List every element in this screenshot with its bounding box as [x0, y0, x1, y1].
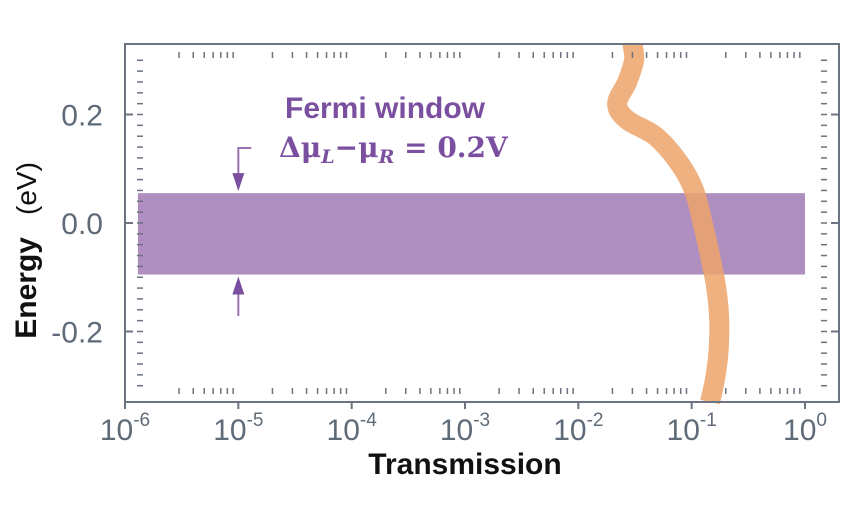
fermi-arrow-top-line — [237, 147, 252, 176]
y-tick-label: -0.2 — [51, 316, 103, 349]
fermi-window-title: Fermi window — [285, 92, 486, 125]
x-axis-title: Transmission — [368, 448, 561, 481]
x-tick-label: 10-3 — [440, 410, 490, 447]
x-axis-ticks: 10-6 10-5 10-4 10-3 10-2 10-1 100 — [100, 402, 827, 447]
x-tick-label: 100 — [783, 410, 827, 447]
fermi-arrow-bottom-head — [232, 276, 245, 295]
x-tick-label: 10-2 — [553, 410, 603, 447]
y-tick-label: 0.0 — [61, 208, 103, 241]
fermi-window-equation: ΔμL−μR = 0.2V — [279, 131, 509, 168]
fermi-window-annotation: Fermi window ΔμL−μR = 0.2V — [232, 92, 509, 316]
x-tick-label: 10-4 — [327, 410, 378, 447]
transmission-curve-0 — [607, 42, 730, 405]
fermi-arrow-top-head — [232, 173, 245, 192]
x-tick-label: 10-1 — [667, 410, 717, 447]
x-tick-label: 10-6 — [100, 410, 150, 447]
minor-ticks — [137, 52, 827, 394]
y-tick-label: 0.2 — [61, 100, 103, 133]
x-tick-label: 10-5 — [213, 410, 263, 447]
y-axis-unit: (eV) — [11, 162, 42, 215]
y-axis-title: Energy — [10, 237, 43, 339]
y-axis-ticks: 0.2 0.0 -0.2 — [51, 100, 839, 349]
